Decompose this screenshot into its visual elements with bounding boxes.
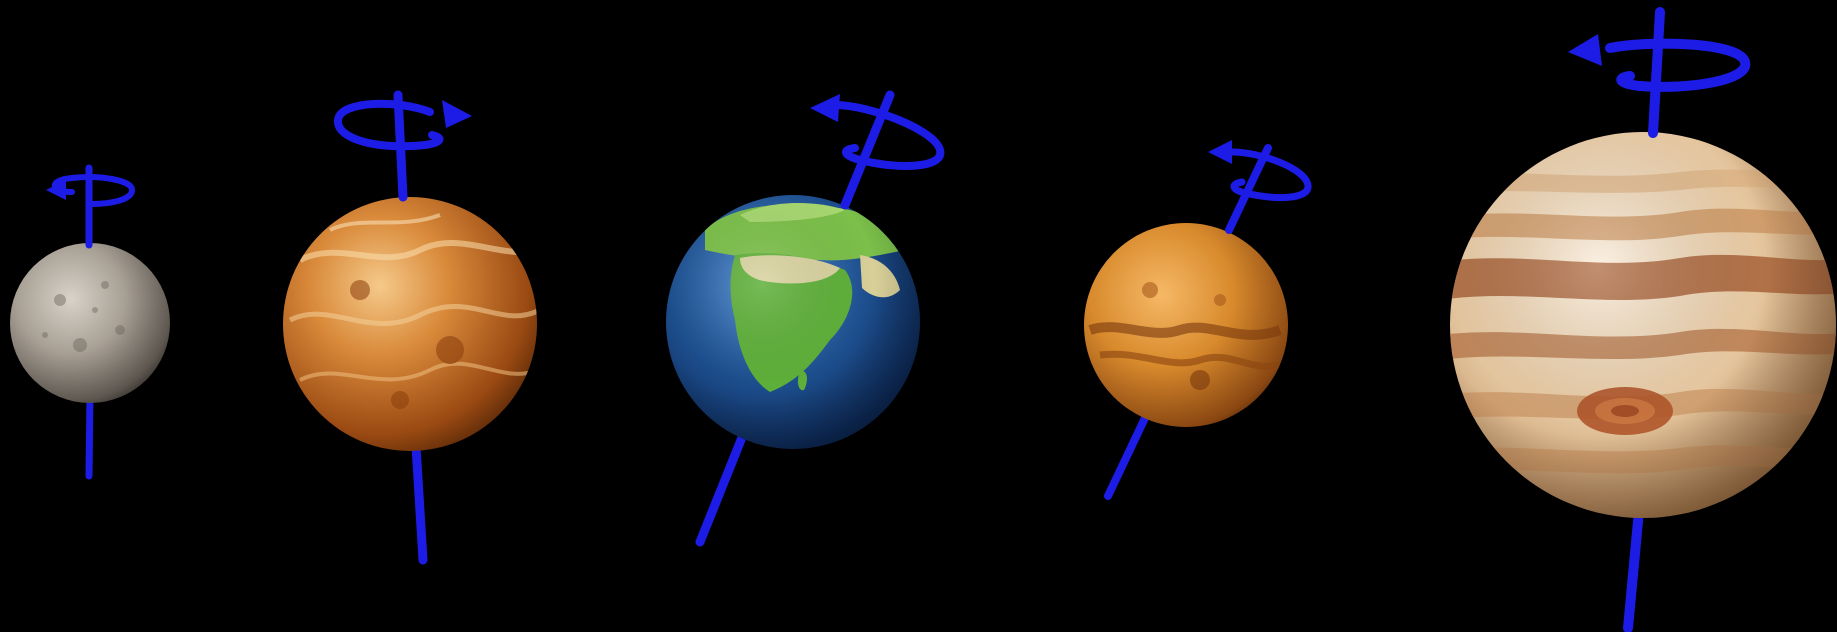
mercury-craters — [42, 281, 125, 352]
venus-rotation-arrow — [334, 99, 444, 151]
earth-rotation-arrow — [831, 101, 945, 170]
earth-axis-bottom — [695, 425, 750, 547]
jupiter-arrow-head — [1568, 34, 1602, 66]
earth-arrow-head — [810, 94, 840, 122]
venus-arrow-head — [442, 100, 472, 128]
venus-group — [283, 90, 537, 565]
venus-surface-texture — [288, 213, 537, 409]
jupiter-rotation-arrow — [1605, 38, 1751, 92]
earth-group — [666, 90, 945, 547]
venus-axis-bottom — [410, 425, 428, 565]
venus-sphere — [283, 197, 537, 451]
mars-group — [1084, 140, 1312, 500]
mars-axis-top — [1225, 144, 1272, 234]
jupiter-axis-top — [1648, 7, 1665, 138]
mercury-arrow-head — [46, 180, 66, 200]
mars-arrow-head — [1208, 140, 1232, 164]
mercury-axis-bottom — [85, 391, 94, 480]
mercury-group — [10, 164, 170, 480]
mars-axis-bottom — [1104, 414, 1149, 500]
mars-rotation-arrow — [1228, 148, 1312, 201]
mercury-rotation-arrow — [51, 174, 136, 207]
jupiter-group — [1450, 7, 1836, 632]
mercury-sphere — [10, 243, 170, 403]
mars-surface-texture — [1088, 282, 1282, 390]
jupiter-axis-bottom — [1623, 495, 1645, 632]
